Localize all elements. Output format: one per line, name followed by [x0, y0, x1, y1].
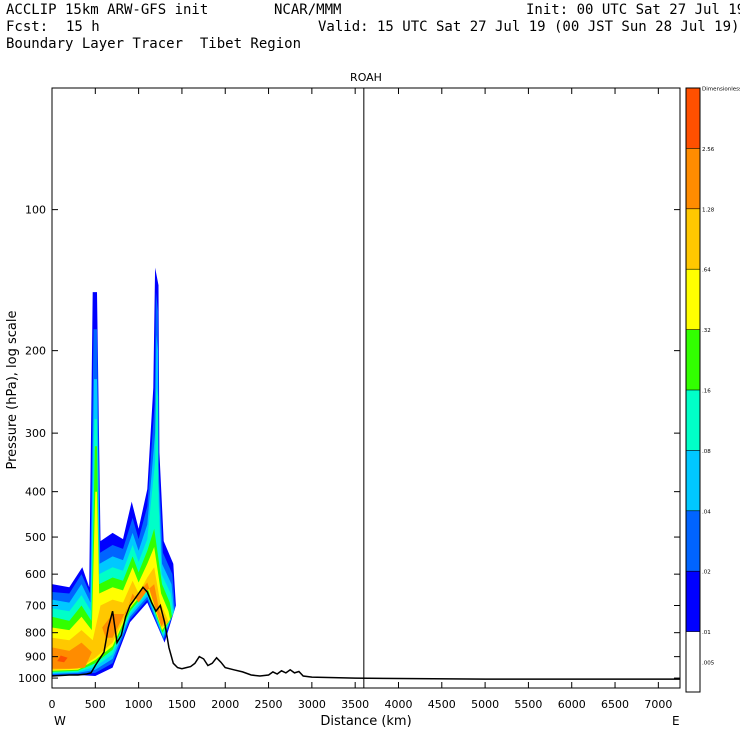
- x-tick-label: 500: [85, 698, 106, 711]
- tracer-band-5: [52, 446, 172, 672]
- colorbar-label: .02: [702, 570, 711, 576]
- colorbar-swatch: [686, 631, 700, 692]
- y-tick-label: 600: [25, 568, 46, 581]
- y-tick-label: 500: [25, 531, 46, 544]
- colorbar-swatch: [686, 390, 700, 451]
- x-tick-label: 2000: [211, 698, 239, 711]
- x-tick-label: 7000: [644, 698, 672, 711]
- y-tick-label: 100: [25, 204, 46, 217]
- y-tick-label: 900: [25, 651, 46, 664]
- x-tick-label: 1500: [168, 698, 196, 711]
- west-label: W: [54, 714, 66, 728]
- x-tick-label: 4000: [384, 698, 412, 711]
- colorbar-swatch: [686, 208, 700, 270]
- colorbar-swatch: [686, 329, 700, 390]
- x-tick-label: 4500: [428, 698, 456, 711]
- tracer-band-10: [57, 655, 68, 663]
- x-tick-label: 6000: [558, 698, 586, 711]
- x-tick-label: 0: [49, 698, 56, 711]
- colorbar-label: .01: [702, 630, 711, 636]
- colorbar-swatch: [686, 571, 700, 632]
- valid-label: Valid: 15 UTC Sat 27 Jul 19 (00 JST Sun …: [318, 19, 740, 35]
- colorbar-label: 2.56: [702, 147, 715, 153]
- tracer-band-4: [52, 387, 174, 673]
- colorbar: .005 .01 .02 .04 .08 .16 .32 .64 1.28 2.56 Dimensi…: [685, 87, 740, 693]
- y-tick-label: 800: [25, 627, 46, 640]
- colorbar-label: .005: [702, 660, 715, 666]
- org-label: NCAR/MMM: [274, 2, 342, 18]
- colorbar-label: .64: [702, 268, 711, 274]
- x-tick-label: 2500: [255, 698, 283, 711]
- y-tick-label: 300: [25, 427, 46, 440]
- y-tick-label: 700: [25, 600, 46, 613]
- x-axis-label: Distance (km): [320, 714, 411, 729]
- colorbar-swatch: [686, 450, 700, 511]
- colorbar-swatch: [686, 88, 700, 149]
- chart-title: ROAH: [350, 71, 382, 84]
- x-tick-label: 3500: [341, 698, 369, 711]
- y-axis-label: Pressure (hPa), log scale: [5, 311, 20, 470]
- fcst-label: Fcst:: [6, 19, 49, 35]
- x-tick-label: 6500: [601, 698, 629, 711]
- colorbar-label: .08: [702, 449, 711, 455]
- colorbar-label: .04: [702, 509, 711, 515]
- terrain-line: [51, 586, 680, 680]
- colorbar-label: .32: [702, 328, 711, 334]
- y-tick-label: 400: [25, 486, 46, 499]
- tracer-band-9: [102, 582, 165, 638]
- x-tick-label: 3000: [298, 698, 326, 711]
- x-tick-label: 5000: [471, 698, 499, 711]
- x-tick-label: 5500: [514, 698, 542, 711]
- y-axis: 100 200 300 400 500 600 700 800 900 1000: [18, 204, 680, 685]
- tracer-band-8: [52, 642, 92, 669]
- colorbar-label: Dimensionless: [702, 87, 740, 93]
- init-label: Init: 00 UTC Sat 27 Jul 19: [526, 2, 740, 18]
- fcst-value: 15 h: [66, 19, 100, 35]
- product-label: Boundary Layer Tracer Tibet Region: [6, 36, 302, 52]
- colorbar-label: 1.28: [702, 207, 715, 213]
- east-label: E: [672, 714, 680, 728]
- terrain-layer: [51, 586, 680, 680]
- colorbar-label: .16: [702, 389, 711, 395]
- colorbar-swatch: [686, 148, 700, 209]
- y-tick-label: 1000: [18, 672, 46, 685]
- plot-frame: [51, 87, 681, 689]
- x-axis: 0 500 1000 1500 2000 2500 3000 3500 4000 4500 5000…: [49, 88, 672, 711]
- tracer-band-6: [52, 491, 171, 671]
- y-tick-label: 200: [25, 345, 46, 358]
- colorbar-swatch: [686, 269, 700, 330]
- tracer-fills: [52, 267, 176, 676]
- x-tick-label: 1000: [125, 698, 153, 711]
- model-label: ACCLIP 15km ARW-GFS init: [6, 2, 209, 18]
- colorbar-swatch: [686, 510, 700, 572]
